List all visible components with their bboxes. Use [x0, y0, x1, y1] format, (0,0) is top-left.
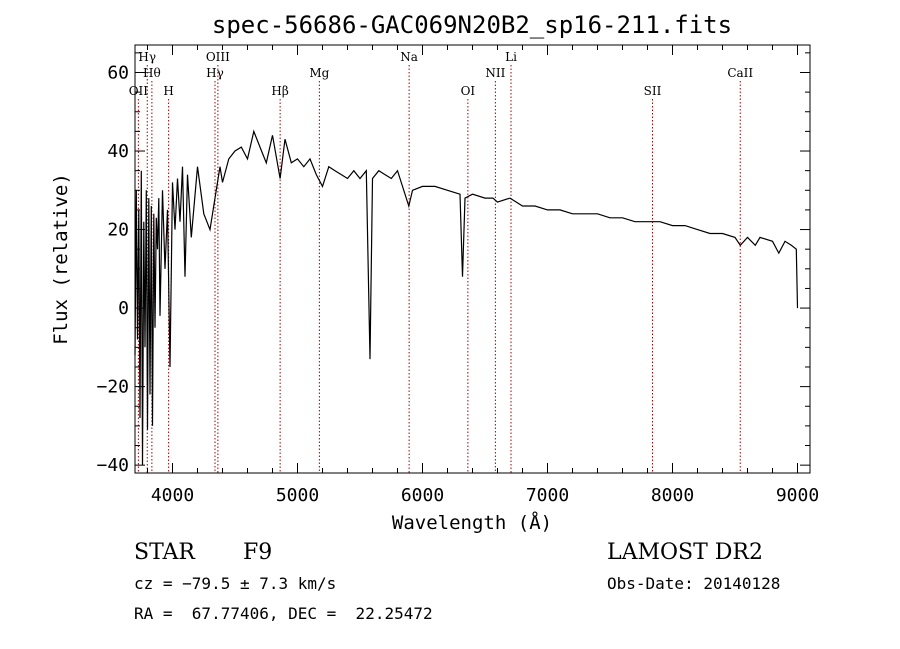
spectral-line-label: NII: [485, 66, 505, 80]
object-subclass: F9: [243, 540, 273, 565]
spectral-line-label: Mg: [309, 66, 329, 80]
spectral-line-label: OI: [461, 84, 476, 98]
spectral-line-label: SII: [644, 84, 662, 98]
spectral-line-markers: [137, 65, 741, 473]
spectral-line-label: Hθ: [143, 66, 161, 80]
spectral-line-label: Na: [400, 50, 418, 64]
y-tick-label: −20: [96, 377, 129, 398]
survey-name: LAMOST DR2: [607, 540, 763, 565]
coordinates: RA = 67.77406, DEC = 22.25472: [134, 604, 433, 623]
chart-title: spec-56686-GAC069N20B2_sp16-211.fits: [212, 11, 732, 39]
y-tick-label: 40: [107, 141, 129, 162]
spectral-line-label: Hγ: [138, 50, 156, 64]
y-tick-label: 0: [118, 298, 129, 319]
spectrum-series-line: [134, 129, 799, 466]
object-class: STAR: [134, 540, 195, 565]
spectral-line-label: Hβ: [271, 84, 288, 98]
x-tick-label: 5000: [276, 485, 319, 506]
x-tick-label: 6000: [401, 485, 444, 506]
observation-date: Obs-Date: 20140128: [607, 574, 781, 593]
y-axis-label: Flux (relative): [50, 173, 72, 345]
x-tick-label: 4000: [151, 485, 194, 506]
x-tick-label: 7000: [526, 485, 569, 506]
x-tick-label: 9000: [776, 485, 819, 506]
y-tick-label: 20: [107, 220, 129, 241]
x-axis-label: Wavelength (Å): [392, 511, 552, 534]
spectral-line-label: Hγ: [206, 66, 224, 80]
spectral-line-label: Li: [505, 50, 517, 64]
plot-frame: [134, 44, 811, 474]
redshift-velocity: cz = −79.5 ± 7.3 km/s: [134, 574, 337, 593]
y-tick-label: −40: [96, 455, 129, 476]
spectral-line-label: OII: [129, 84, 149, 98]
spectral-line-label: CaII: [727, 66, 753, 80]
y-axis: −40 −20 0 20 40 60: [96, 52, 810, 476]
x-tick-label: 8000: [651, 485, 694, 506]
spectral-line-label: H: [163, 84, 173, 98]
y-tick-label: 60: [107, 62, 129, 83]
spectral-line-label: OIII: [206, 50, 230, 64]
x-axis: 4000 5000 6000 7000 8000 9000: [147, 45, 819, 506]
